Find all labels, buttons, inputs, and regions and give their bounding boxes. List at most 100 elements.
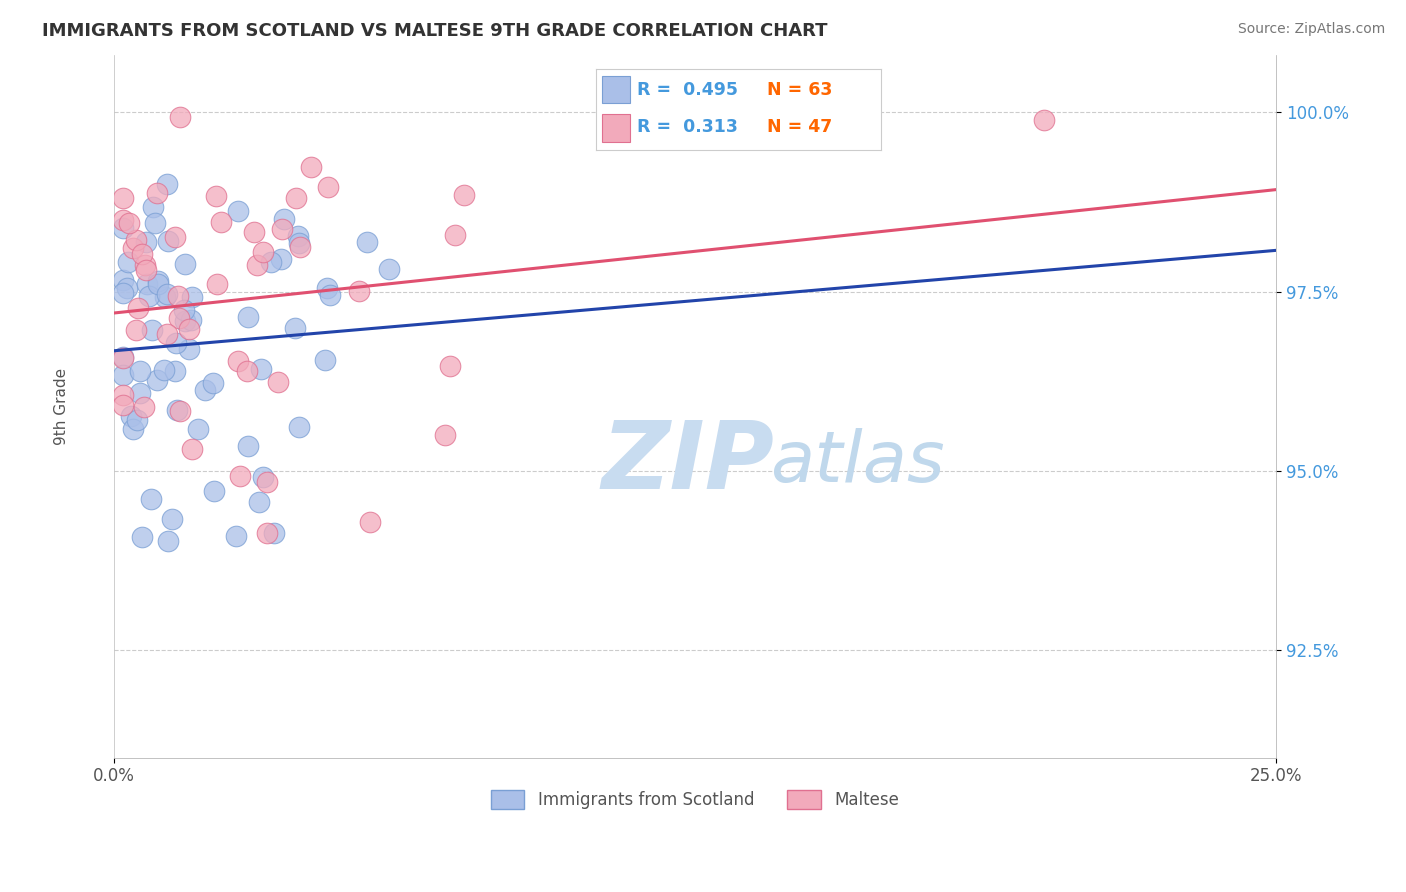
Point <box>193 383 215 397</box>
Point <box>166 403 188 417</box>
Point <box>209 215 232 229</box>
Point <box>252 470 274 484</box>
Point <box>444 227 467 242</box>
Point <box>127 301 149 316</box>
Point <box>111 286 134 301</box>
Point <box>111 213 134 227</box>
Point <box>434 428 457 442</box>
Point <box>256 475 278 490</box>
Point <box>288 240 311 254</box>
Point <box>156 326 179 341</box>
Point <box>121 422 143 436</box>
Point <box>111 368 134 382</box>
Point <box>135 263 157 277</box>
Point <box>111 388 134 402</box>
Point <box>236 364 259 378</box>
Point <box>174 314 197 328</box>
Point <box>131 247 153 261</box>
Point <box>156 287 179 301</box>
Point <box>226 354 249 368</box>
Point <box>115 281 138 295</box>
Text: Source: ZipAtlas.com: Source: ZipAtlas.com <box>1237 22 1385 37</box>
Point <box>169 310 191 325</box>
Point <box>118 216 141 230</box>
Point <box>229 469 252 483</box>
Point <box>146 277 169 292</box>
Point <box>256 526 278 541</box>
Point <box>201 376 224 391</box>
Point <box>180 442 202 456</box>
Point <box>260 254 283 268</box>
Point <box>273 212 295 227</box>
Point <box>111 350 134 364</box>
Point <box>243 225 266 239</box>
Point <box>125 413 148 427</box>
Point <box>267 376 290 390</box>
Point <box>250 362 273 376</box>
Point <box>163 230 186 244</box>
Point <box>146 274 169 288</box>
Text: IMMIGRANTS FROM SCOTLAND VS MALTESE 9TH GRADE CORRELATION CHART: IMMIGRANTS FROM SCOTLAND VS MALTESE 9TH … <box>42 22 828 40</box>
Point <box>288 236 311 251</box>
Text: atlas: atlas <box>770 428 945 497</box>
Point <box>125 324 148 338</box>
Point <box>146 373 169 387</box>
Point <box>135 235 157 249</box>
Point <box>120 409 142 423</box>
Point <box>143 216 166 230</box>
Point <box>141 323 163 337</box>
Point <box>117 254 139 268</box>
Point <box>299 160 322 174</box>
Point <box>129 386 152 401</box>
Point <box>153 363 176 377</box>
Point <box>179 322 201 336</box>
Point <box>174 257 197 271</box>
Point <box>316 179 339 194</box>
Text: 9th Grade: 9th Grade <box>53 368 69 445</box>
Point <box>165 336 187 351</box>
Point <box>111 398 134 412</box>
Point <box>169 110 191 124</box>
Point <box>226 204 249 219</box>
Point <box>153 290 176 304</box>
Point <box>284 320 307 334</box>
Point <box>111 221 134 235</box>
Point <box>131 531 153 545</box>
Point <box>252 244 274 259</box>
Text: ZIP: ZIP <box>602 417 775 508</box>
Point <box>187 422 209 436</box>
Point <box>1032 112 1054 127</box>
Point <box>134 258 156 272</box>
Point <box>111 351 134 366</box>
Point <box>205 188 228 202</box>
Point <box>378 262 401 277</box>
Point <box>439 359 461 373</box>
Point <box>111 273 134 287</box>
Point <box>156 177 179 191</box>
Point <box>136 277 159 291</box>
Point <box>246 258 269 272</box>
Point <box>145 186 167 201</box>
Point <box>202 483 225 498</box>
Point <box>169 404 191 418</box>
Point <box>247 495 270 509</box>
Point <box>138 289 160 303</box>
Point <box>288 419 311 434</box>
Point <box>167 289 190 303</box>
Point <box>315 281 337 295</box>
Point <box>173 303 195 318</box>
Point <box>132 400 155 414</box>
Point <box>263 526 285 541</box>
Point <box>349 284 371 298</box>
Point <box>270 252 292 267</box>
Point <box>141 491 163 506</box>
Point <box>141 200 163 214</box>
Point <box>205 277 228 291</box>
Point <box>359 515 381 529</box>
Point <box>160 512 183 526</box>
Legend: Immigrants from Scotland, Maltese: Immigrants from Scotland, Maltese <box>484 783 905 816</box>
Point <box>314 352 336 367</box>
Point <box>122 241 145 255</box>
Point <box>181 290 204 304</box>
Point <box>156 234 179 248</box>
